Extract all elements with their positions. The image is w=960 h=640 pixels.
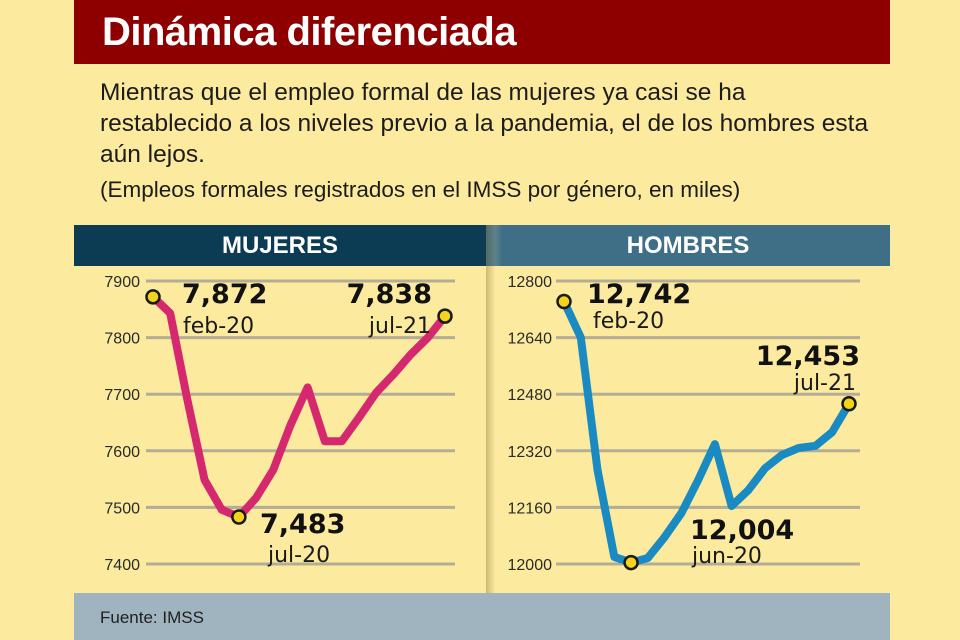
mujeres-highlight-marker (437, 308, 453, 324)
mujeres-callout-value: 7,838 (347, 279, 432, 310)
mujeres-highlight-marker (231, 509, 247, 525)
hombres-y-tick-label: 12000 (508, 557, 553, 574)
hombres-highlight-marker (841, 396, 857, 412)
mujeres-panel-header: MUJERES (74, 225, 486, 266)
mujeres-y-tick-label: 7700 (104, 387, 140, 404)
chart-title: Dinámica diferenciada (102, 10, 517, 54)
mujeres-highlight-marker (145, 289, 161, 305)
source-text: Fuente: IMSS (100, 608, 204, 627)
hombres-panel-title: HOMBRES (626, 231, 750, 259)
hombres-y-tick-label: 12800 (508, 274, 553, 291)
hombres-panel-header: HOMBRES (486, 225, 890, 266)
hombres-chart: 12800 12640 12480 12320 12160 12000 12,742feb-… (508, 274, 860, 574)
mujeres-callout-date: feb-20 (183, 314, 254, 339)
hombres-series-line (560, 297, 853, 567)
mujeres-chart: 7900 7800 7700 7600 7500 7400 7,872 feb-20 7,483… (104, 274, 455, 574)
title-bar: Dinámica diferenciada (74, 0, 890, 64)
units-note: (Empleos formales registrados en el IMSS… (100, 177, 741, 202)
subtitle: Mientras que el empleo formal de las muj… (100, 79, 869, 168)
hombres-callout-value: 12,742 (587, 279, 691, 310)
hombres-callout-value: 12,004 (690, 515, 794, 546)
mujeres-y-tick-label: 7900 (104, 274, 140, 291)
mujeres-y-tick-label: 7800 (104, 331, 140, 348)
hombres-y-tick-label: 12480 (508, 387, 553, 404)
hombres-callout-date: feb-20 (593, 309, 664, 334)
source-bar: Fuente: IMSS (74, 593, 890, 640)
hombres-highlight-marker (556, 293, 572, 310)
hombres-y-tick-label: 12160 (508, 500, 553, 517)
mujeres-callout-value: 7,872 (182, 279, 267, 310)
hombres-highlight-marker (623, 554, 639, 571)
hombres-y-tick-label: 12640 (508, 331, 553, 348)
hombres-y-tick-label: 12320 (508, 444, 553, 461)
hombres-callout-date: jun-20 (691, 544, 762, 569)
hombres-callout-date: jul-21 (793, 371, 856, 396)
hombres-callout-value: 12,453 (756, 341, 860, 372)
mujeres-y-tick-label: 7400 (104, 557, 140, 574)
mujeres-callout-date: jul-21 (368, 314, 431, 339)
mujeres-panel-title: MUJERES (221, 231, 339, 259)
mujeres-callout-value: 7,483 (260, 509, 345, 540)
mujeres-callout-date: jul-20 (267, 543, 330, 568)
mujeres-y-tick-label: 7500 (104, 500, 140, 517)
mujeres-series-line (149, 292, 449, 521)
mujeres-y-tick-label: 7600 (104, 444, 140, 461)
